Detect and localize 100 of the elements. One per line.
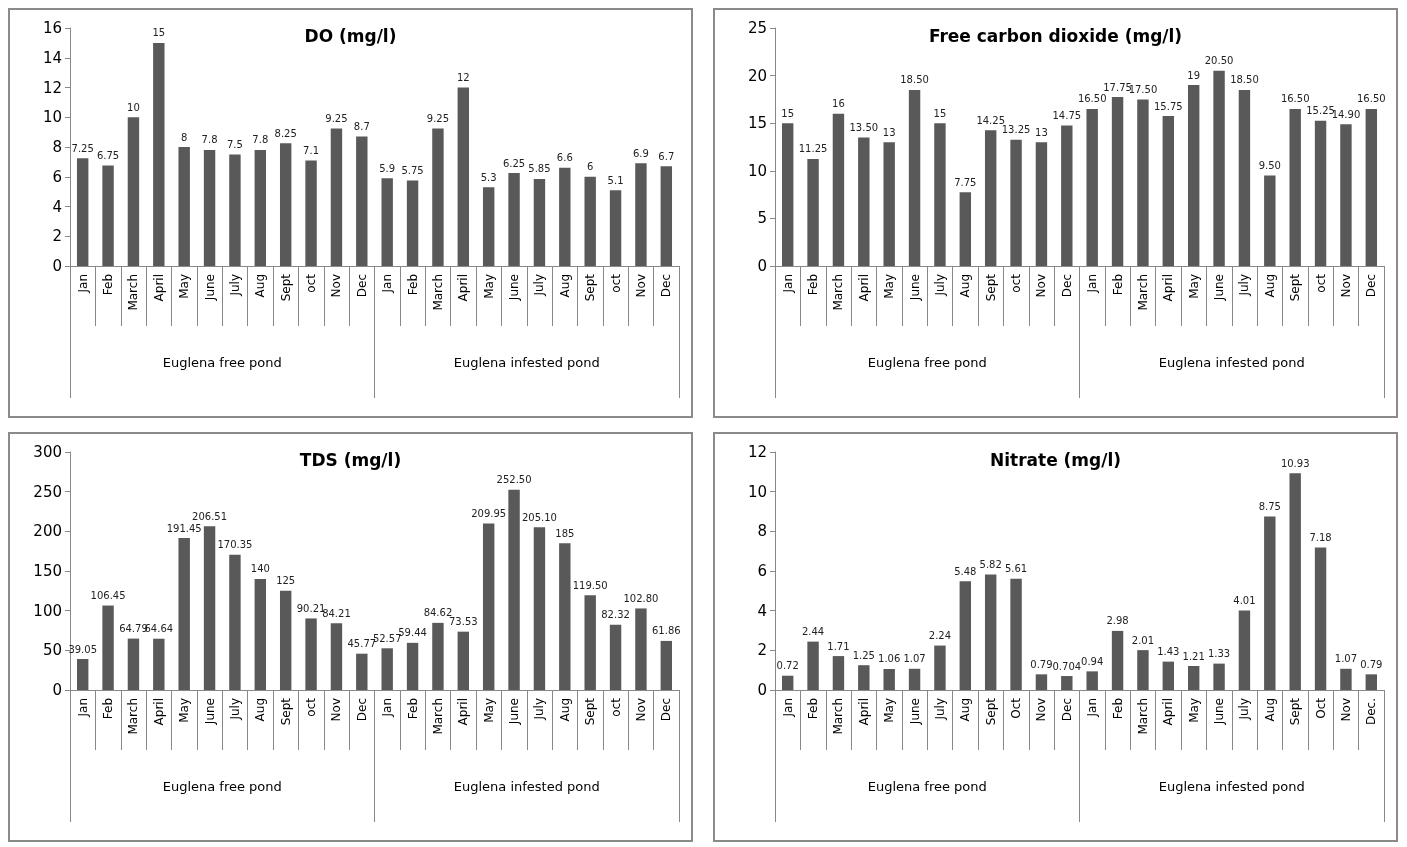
data-label: 140 [250,563,270,575]
y-tick-label: 14 [42,48,62,67]
bar [832,113,845,266]
x-tick-label: Nov [633,274,648,298]
x-tick-label: Feb [405,698,420,720]
bar [1111,97,1124,266]
bar [1035,142,1048,266]
x-tick-label: Dec [1364,274,1379,298]
y-tick-label: 16 [42,19,62,37]
text: Euglena infested pond [1158,355,1305,370]
bar [432,128,444,266]
data-label: 170.35 [217,539,253,551]
x-tick-label: May [177,274,192,299]
y-tick-label: 4 [52,197,62,216]
x-tick-label: Aug [958,698,973,722]
x-tick-label: June [907,698,922,726]
bar [1187,85,1200,266]
bar [127,117,140,266]
bar [508,489,520,690]
bar [229,554,241,690]
x-tick-label: Jan [380,698,395,718]
bar [229,154,241,266]
data-label: 1.33 [1207,648,1231,660]
data-label: 2.98 [1106,615,1129,627]
x-tick-label: May [177,698,192,723]
bar [381,648,393,690]
bar [1111,630,1124,690]
bar [609,624,622,690]
x-tick-label: Jan [1085,274,1100,294]
bar [1061,125,1073,266]
x-tick-label: Nov [1338,698,1353,722]
bar [1264,516,1276,690]
bar [934,645,946,690]
bar [1213,663,1225,690]
data-label: 2.44 [801,626,825,638]
bar [832,656,845,690]
x-tick-label: Jan [75,698,90,718]
bar [1289,473,1301,690]
x-tick-label: March [430,698,445,735]
x-tick-label: Dec [659,698,674,722]
y-tick-label: 20 [747,66,767,85]
y-tick-label: 12 [747,443,767,461]
bar [1238,89,1251,266]
bar [1061,676,1073,690]
bar [153,638,165,690]
data-label: 14.75 [1052,110,1082,122]
y-tick-label: 15 [747,114,767,133]
x-tick-label: June [202,274,217,302]
x-tick-label: May [481,274,496,299]
x-tick-label: Nov [1034,274,1049,298]
data-label: 16.50 [1077,93,1107,105]
bar [482,523,495,690]
bar [153,42,165,266]
data-label: 8.75 [1258,500,1281,512]
bar [1162,661,1175,690]
x-tick-label: Feb [101,698,116,720]
data-label: 205.10 [521,511,557,523]
data-label: 6.6 [556,152,573,164]
data-label: 7.5 [226,138,243,150]
y-tick-label: 5 [757,209,767,228]
x-tick-label: May [1186,274,1201,299]
data-label: 13 [882,126,896,138]
bar [959,192,972,266]
data-label: 6.75 [96,150,120,162]
bar [1264,175,1276,266]
x-tick-label: April [1161,274,1176,302]
data-label: 10.93 [1280,457,1310,469]
x-tick-label: Nov [633,698,648,722]
x-tick-label: March [831,274,846,311]
data-label: 0.72 [776,660,799,672]
bar [203,149,216,266]
x-tick-label: July [932,698,947,721]
x-tick-label: oct [608,697,623,717]
bar [330,128,343,266]
x-tick-label: June [507,274,522,302]
data-label: 39.05 [68,643,98,655]
data-label: 84.62 [423,607,453,619]
text: Euglena free pond [162,355,282,370]
x-tick-label: July [532,274,547,297]
data-label: 206.51 [192,510,228,522]
data-label: 209.95 [471,507,507,519]
y-tick-label: 6 [52,167,62,186]
bar [102,165,114,266]
x-tick-label: March [831,698,846,735]
text: Euglena free pond [867,355,987,370]
bar [1238,610,1251,690]
x-tick-label: March [126,274,141,311]
y-tick-label: 8 [52,138,62,156]
x-tick-label: July [532,698,547,721]
x-tick-label: April [151,698,166,726]
data-label: 5.48 [954,565,977,577]
data-label: 7.8 [252,134,269,146]
bar [635,163,647,266]
bar [584,595,596,690]
data-label: 13.50 [849,121,879,133]
y-tick-label: 10 [747,482,767,501]
bar [482,187,495,266]
x-tick-label: oct [304,273,319,293]
x-tick-label: Dec [354,698,369,722]
bar [1314,547,1327,690]
